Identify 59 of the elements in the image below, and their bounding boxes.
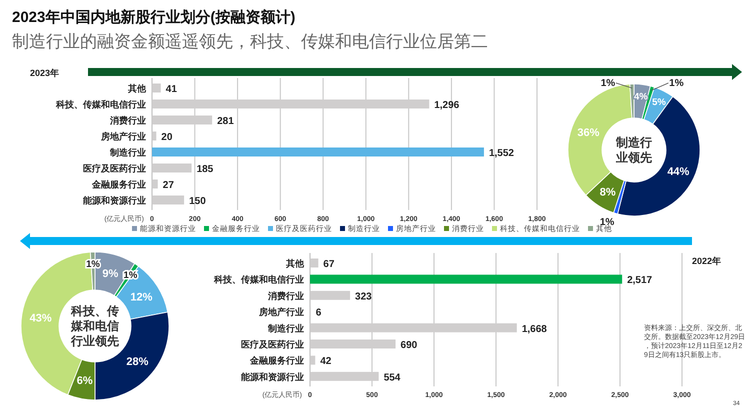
y-tick-label: 制造行业 — [267, 323, 304, 334]
text: 制造行业领先 — [615, 136, 652, 164]
bar — [310, 356, 316, 365]
bar — [152, 132, 156, 140]
data-label: 1,668 — [522, 324, 548, 335]
text: 科技、传媒和电信行业领先 — [70, 304, 119, 348]
bar — [152, 180, 158, 188]
data-label: 1% — [600, 78, 616, 89]
bar — [152, 84, 161, 92]
data-label: 42 — [320, 356, 332, 368]
y-tick-label: 制造行业 — [109, 148, 146, 158]
text: 2022年 — [692, 256, 722, 266]
chart-title: 2023年中国内地新股行业划分(按融资额计) — [12, 8, 296, 26]
bar — [152, 196, 184, 204]
y-tick-label: 其他 — [127, 84, 147, 94]
data-label: 6% — [76, 375, 93, 388]
y-tick-label: 科技、传媒和电信行业 — [213, 274, 304, 285]
y-tick-label: 房地产行业 — [258, 307, 304, 318]
bar — [310, 258, 318, 268]
data-label: 1,552 — [488, 148, 514, 159]
y-tick-label: 消费行业 — [267, 290, 304, 301]
data-label: 44% — [667, 166, 690, 178]
y-tick-label: 其他 — [285, 258, 305, 268]
y-tick-label: 消费行业 — [109, 116, 146, 126]
data-label: 12% — [130, 292, 153, 304]
y-tick-label: 能源和资源行业 — [83, 196, 146, 206]
y-tick-label: 金融服务行业 — [91, 180, 146, 190]
data-label: 20 — [161, 132, 173, 143]
data-label: 43% — [30, 312, 52, 324]
data-label: 27 — [162, 180, 174, 191]
data-label: 9% — [102, 268, 119, 280]
data-label: 2,517 — [627, 275, 653, 286]
y-tick-label: 医疗及医药行业 — [83, 164, 146, 174]
bar — [310, 290, 350, 300]
data-label: 281 — [217, 116, 234, 127]
y-tick-label: 能源和资源行业 — [241, 372, 304, 382]
data-label: 6 — [316, 308, 322, 319]
y-tick-label: 金融服务行业 — [249, 356, 304, 366]
y-tick-label: 房地产行业 — [100, 132, 146, 142]
data-label: 185 — [196, 164, 214, 175]
bar — [152, 148, 484, 156]
data-label: 690 — [400, 340, 418, 351]
data-label: 554 — [384, 372, 401, 384]
data-label: 5% — [652, 96, 666, 108]
data-label: 28% — [126, 356, 149, 368]
data-label: 41 — [166, 84, 178, 95]
text: 2023年 — [30, 68, 60, 78]
y-tick-label: 科技、传媒和电信行业 — [55, 100, 146, 110]
data-label: 36% — [577, 126, 600, 139]
data-label: 1% — [669, 78, 684, 89]
bar — [310, 274, 622, 284]
data-label: 8% — [600, 186, 616, 198]
data-label: 323 — [355, 291, 372, 302]
y-tick-label: 医疗及医药行业 — [241, 340, 304, 350]
bar — [152, 164, 192, 172]
chart-subtitle: 制造行业的融资金额遥遥领先，科技、传媒和电信行业位居第二 — [12, 32, 488, 51]
data-label: 1,296 — [434, 100, 460, 111]
data-label: 150 — [189, 196, 206, 207]
data-label: 67 — [323, 259, 335, 270]
